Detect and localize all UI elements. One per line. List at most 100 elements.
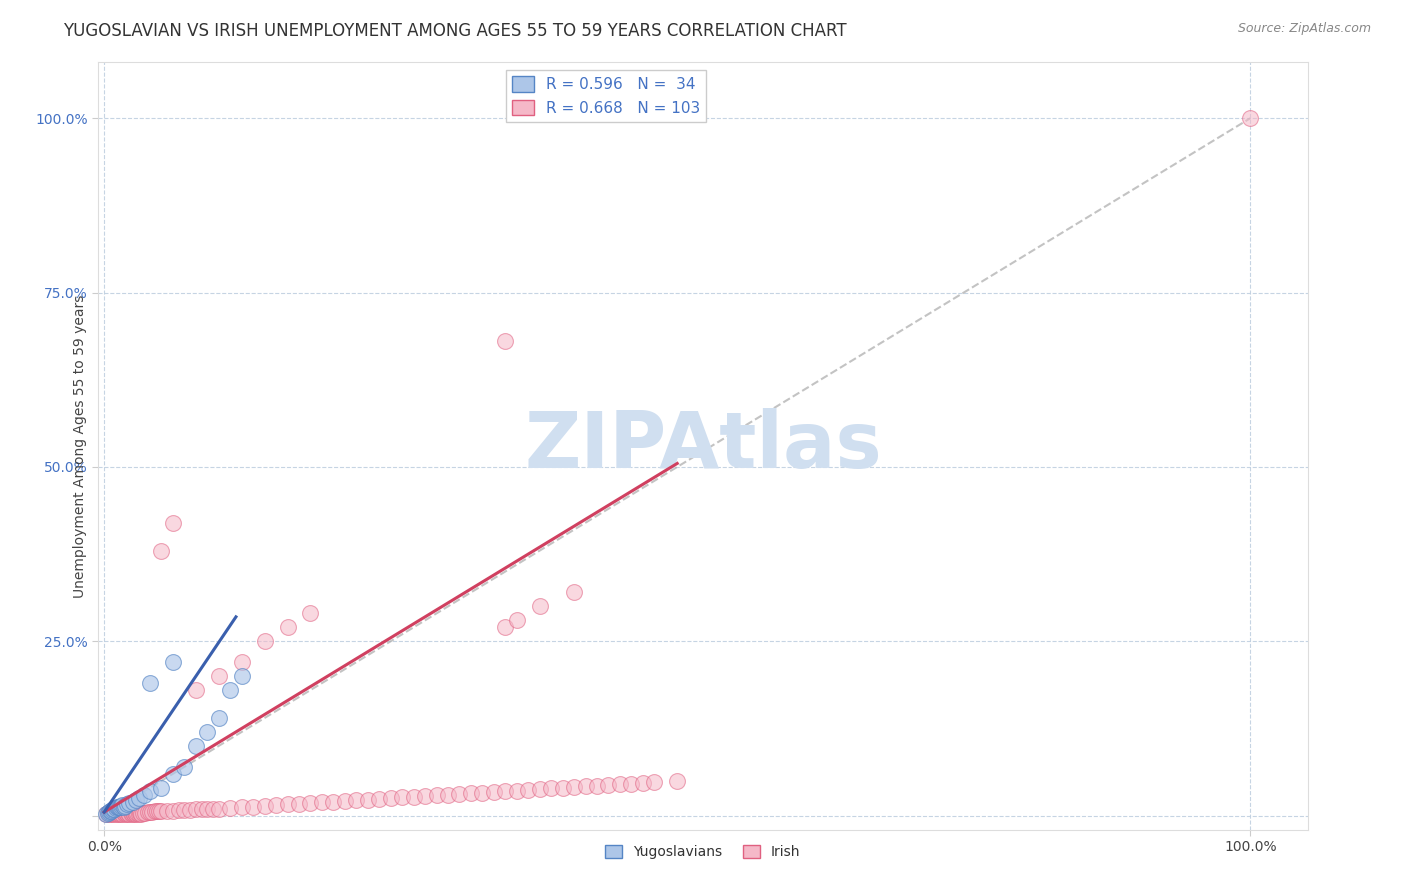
Point: [1239, 112, 1261, 126]
Point: [121, 806, 143, 821]
Point: [117, 805, 139, 820]
Point: [643, 775, 665, 789]
Point: [208, 669, 231, 683]
Point: [115, 806, 138, 821]
Point: [494, 784, 516, 798]
Point: [529, 782, 551, 797]
Point: [562, 780, 585, 794]
Point: [179, 803, 201, 817]
Point: [125, 806, 148, 821]
Point: [150, 780, 173, 795]
Point: [195, 725, 218, 739]
Point: [288, 797, 311, 811]
Point: [506, 613, 529, 627]
Point: [598, 778, 620, 792]
Point: [156, 804, 179, 818]
Point: [96, 806, 118, 821]
Point: [150, 543, 173, 558]
Point: [96, 806, 118, 821]
Point: [494, 334, 516, 349]
Y-axis label: Unemployment Among Ages 55 to 59 years: Unemployment Among Ages 55 to 59 years: [73, 294, 87, 598]
Point: [108, 805, 131, 820]
Point: [184, 739, 207, 753]
Point: [173, 803, 195, 817]
Point: [264, 798, 287, 813]
Point: [97, 805, 120, 820]
Point: [108, 806, 131, 821]
Point: [103, 806, 125, 821]
Point: [134, 805, 156, 820]
Point: [101, 803, 124, 817]
Point: [127, 805, 149, 820]
Point: [425, 789, 447, 803]
Point: [107, 799, 129, 814]
Point: [219, 801, 242, 815]
Point: [121, 795, 143, 809]
Point: [449, 787, 471, 801]
Point: [115, 797, 138, 812]
Point: [344, 793, 367, 807]
Point: [202, 802, 225, 816]
Text: ZIPAtlas: ZIPAtlas: [524, 408, 882, 484]
Point: [103, 805, 125, 820]
Point: [115, 805, 138, 820]
Point: [173, 760, 195, 774]
Point: [139, 676, 162, 690]
Point: [146, 805, 169, 819]
Point: [184, 802, 207, 816]
Point: [112, 805, 135, 820]
Point: [132, 805, 155, 820]
Point: [128, 791, 150, 805]
Point: [105, 805, 128, 820]
Point: [143, 805, 166, 819]
Point: [277, 797, 299, 812]
Point: [402, 789, 425, 804]
Point: [184, 683, 207, 698]
Point: [208, 711, 231, 725]
Point: [368, 792, 391, 806]
Point: [586, 779, 609, 793]
Point: [108, 800, 131, 814]
Point: [299, 607, 322, 621]
Point: [104, 801, 127, 815]
Point: [162, 655, 184, 669]
Point: [277, 620, 299, 634]
Point: [540, 781, 562, 796]
Point: [162, 766, 184, 780]
Point: [97, 805, 120, 819]
Point: [103, 802, 125, 816]
Point: [208, 802, 231, 816]
Point: [413, 789, 436, 803]
Point: [139, 784, 162, 798]
Point: [118, 806, 141, 821]
Point: [219, 683, 242, 698]
Point: [107, 806, 129, 821]
Point: [529, 599, 551, 614]
Point: [380, 791, 402, 805]
Point: [141, 805, 163, 819]
Point: [562, 585, 585, 599]
Point: [666, 773, 689, 788]
Point: [136, 805, 159, 819]
Point: [253, 634, 276, 648]
Point: [551, 780, 574, 795]
Point: [506, 783, 529, 797]
Point: [129, 806, 152, 821]
Point: [357, 792, 380, 806]
Point: [114, 806, 136, 821]
Point: [121, 805, 143, 820]
Point: [231, 655, 253, 669]
Point: [98, 805, 121, 819]
Point: [253, 798, 276, 813]
Text: Source: ZipAtlas.com: Source: ZipAtlas.com: [1237, 22, 1371, 36]
Point: [112, 799, 135, 814]
Point: [98, 805, 121, 820]
Point: [231, 800, 253, 814]
Point: [299, 796, 322, 810]
Point: [620, 776, 643, 790]
Point: [111, 806, 134, 821]
Point: [100, 804, 122, 818]
Point: [148, 805, 170, 819]
Point: [125, 793, 148, 807]
Point: [97, 806, 120, 821]
